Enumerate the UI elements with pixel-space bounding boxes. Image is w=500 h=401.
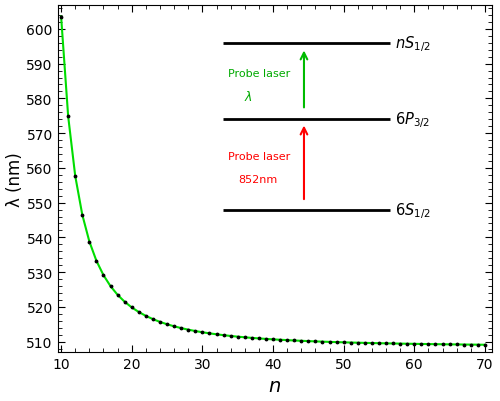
X-axis label: $n$: $n$ (268, 377, 281, 395)
Y-axis label: λ (nm): λ (nm) (6, 152, 24, 206)
